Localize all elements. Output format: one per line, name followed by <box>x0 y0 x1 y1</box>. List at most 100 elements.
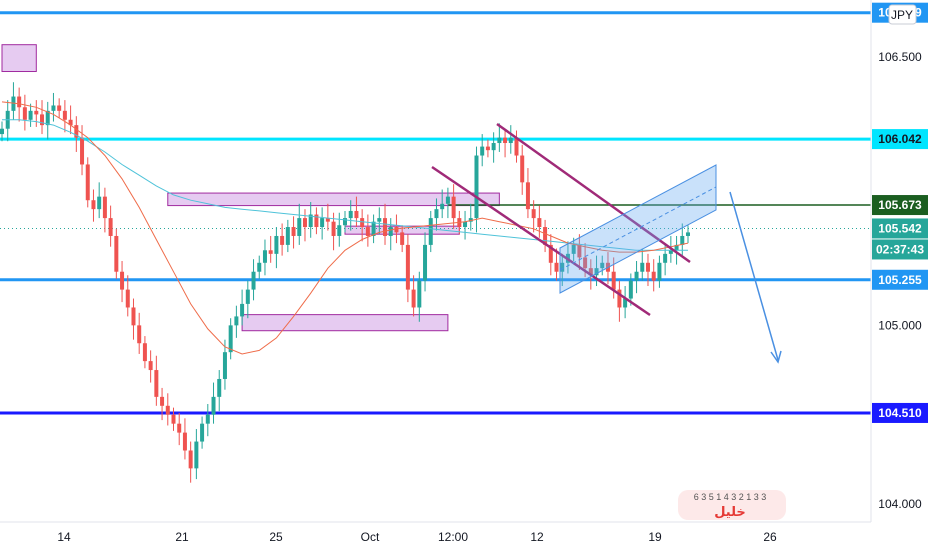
candle-body-44 <box>251 271 256 290</box>
candle-body-35 <box>200 423 205 442</box>
candle-body-117 <box>668 250 673 254</box>
candle-body-70 <box>400 232 405 245</box>
x-tick-label-0: 14 <box>57 530 71 544</box>
candle-body-77 <box>440 203 445 210</box>
x-tick-label-3: Oct <box>361 530 380 544</box>
candle-body-72 <box>411 289 416 308</box>
candle-body-101 <box>577 244 582 258</box>
price-label-last-price: 105.542 <box>878 221 922 235</box>
price-label-box-last-price <box>872 218 928 239</box>
candle-body-4 <box>22 107 27 120</box>
candle-body-71 <box>405 244 410 290</box>
candle-body-33 <box>188 450 193 469</box>
price-label-target-line: 104.510 <box>878 406 922 420</box>
candle-body-2 <box>11 96 16 111</box>
candle-body-64 <box>365 227 370 236</box>
candle-body-92 <box>525 182 530 210</box>
ma-fast-line <box>1 101 689 355</box>
candle-body-39 <box>222 352 227 379</box>
candle-body-26 <box>148 361 153 371</box>
candle-body-65 <box>371 221 376 236</box>
candle-body-60 <box>343 218 347 226</box>
candle-body-84 <box>480 146 485 156</box>
candle-body-110 <box>628 280 633 299</box>
projection-arrow-head <box>770 350 782 364</box>
candle-body-12 <box>68 119 73 126</box>
symbol-badge-text: JPY <box>891 8 913 22</box>
axes-layer <box>0 0 872 523</box>
candle-body-30 <box>171 414 176 424</box>
candle-body-91 <box>520 155 525 183</box>
candle-body-86 <box>491 143 496 151</box>
candle-body-81 <box>463 221 468 228</box>
candle-body-32 <box>182 432 187 451</box>
zone-box-1 <box>167 192 500 207</box>
price-label-box-support-line <box>872 269 928 290</box>
candle-body-45 <box>257 262 262 272</box>
candle-body-28 <box>160 396 165 406</box>
candle-body-21 <box>120 271 125 290</box>
candle-body-103 <box>588 268 593 276</box>
candle-body-89 <box>508 137 513 144</box>
candle-body-46 <box>262 250 267 263</box>
candle-body-50 <box>285 227 290 245</box>
candle-body-78 <box>445 196 450 204</box>
candle-body-82 <box>468 218 473 222</box>
candle-body-23 <box>131 307 136 326</box>
candle-body-11 <box>62 110 67 120</box>
candle-body-10 <box>57 105 62 111</box>
candle-body-48 <box>274 235 279 254</box>
price-label-support-line: 105.255 <box>878 273 922 287</box>
candle-body-47 <box>268 250 273 254</box>
candle-body-14 <box>80 137 85 165</box>
candles-layer <box>0 82 690 483</box>
symbol-badge: JPY <box>888 4 917 25</box>
candle-body-20 <box>114 235 119 272</box>
candle-body-95 <box>543 227 548 245</box>
candle-body-58 <box>331 221 336 236</box>
candle-body-79 <box>451 196 456 219</box>
candle-body-43 <box>245 289 250 304</box>
candle-body-83 <box>474 155 479 219</box>
candle-body-118 <box>674 244 679 251</box>
x-tick-label-2: 25 <box>269 530 283 544</box>
projection-arrow-line <box>729 191 779 361</box>
candle-body-3 <box>17 96 22 108</box>
candle-body-6 <box>34 110 39 115</box>
price-label-box-countdown <box>872 239 928 260</box>
candle-body-42 <box>240 303 245 317</box>
candle-body-0 <box>0 128 4 135</box>
candle-body-90 <box>514 137 519 156</box>
x-tick-label-6: 19 <box>648 530 662 544</box>
candle-body-18 <box>102 196 107 219</box>
candle-body-7 <box>40 114 45 126</box>
price-label-box-target-line <box>872 402 928 423</box>
candle-body-75 <box>428 218 433 245</box>
price-label-countdown: 02:37:43 <box>876 242 924 256</box>
rising-channel-fill <box>559 164 717 294</box>
candle-body-104 <box>594 268 599 276</box>
candle-body-55 <box>314 214 319 228</box>
candle-body-15 <box>85 164 90 201</box>
candle-body-85 <box>485 146 490 151</box>
candle-body-108 <box>617 289 622 308</box>
candle-body-111 <box>634 271 639 281</box>
candle-body-98 <box>560 262 565 272</box>
ma-slow-line <box>2 119 688 251</box>
candle-body-112 <box>640 262 645 272</box>
candle-body-119 <box>680 235 685 245</box>
author-watermark: 6 3 5 1 4 3 2 1 3 3 خلیل <box>678 490 786 520</box>
candle-body-107 <box>611 271 616 290</box>
price-axis: 106.500 105.000 104.000 <box>878 50 922 511</box>
candle-body-38 <box>217 378 222 397</box>
zone-box-0 <box>1 44 37 73</box>
candle-body-105 <box>600 262 605 269</box>
candle-body-62 <box>354 210 359 219</box>
x-tick-label-5: 12 <box>530 530 544 544</box>
candle-body-93 <box>531 209 536 219</box>
candle-body-13 <box>74 125 79 138</box>
candle-body-40 <box>228 325 233 353</box>
channel-lower-line <box>431 165 651 317</box>
